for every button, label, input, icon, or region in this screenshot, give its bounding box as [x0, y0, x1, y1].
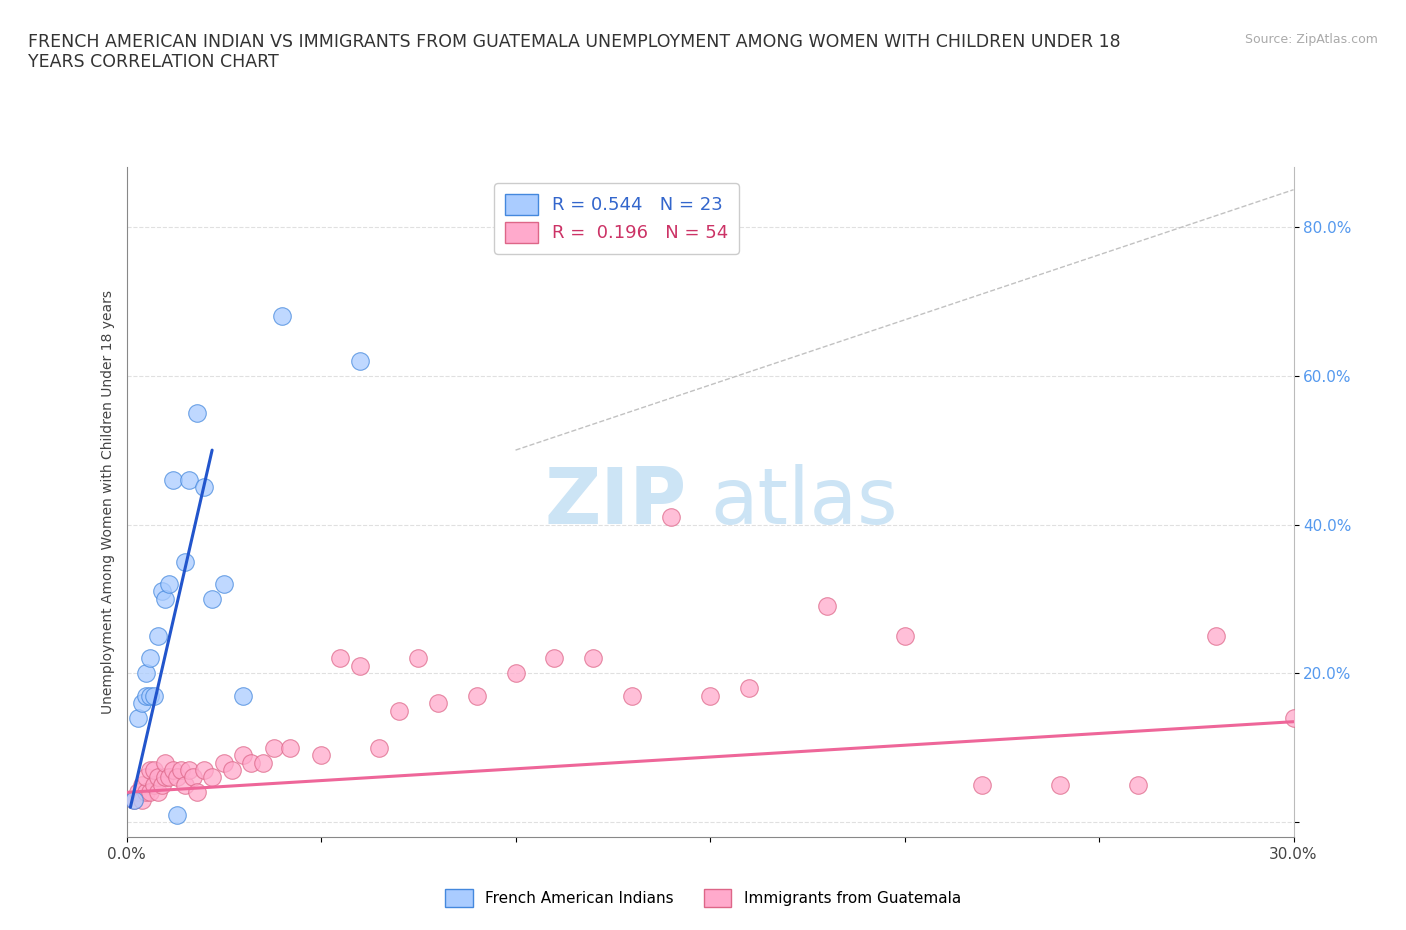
Point — [127, 785, 149, 800]
Point — [135, 688, 157, 703]
Point — [1049, 777, 1071, 792]
Point — [139, 688, 162, 703]
Point — [252, 755, 274, 770]
Point — [738, 681, 761, 696]
Point — [1282, 711, 1305, 725]
Point — [193, 763, 215, 777]
Point — [1126, 777, 1149, 792]
Legend: R = 0.544   N = 23, R =  0.196   N = 54: R = 0.544 N = 23, R = 0.196 N = 54 — [495, 183, 740, 254]
Point — [162, 472, 184, 487]
Point — [131, 696, 153, 711]
Point — [155, 770, 177, 785]
Point — [181, 770, 204, 785]
Point — [124, 792, 146, 807]
Point — [146, 629, 169, 644]
Point — [1205, 629, 1227, 644]
Point — [135, 666, 157, 681]
Point — [124, 792, 146, 807]
Point — [142, 763, 165, 777]
Text: Source: ZipAtlas.com: Source: ZipAtlas.com — [1244, 33, 1378, 46]
Point — [232, 688, 254, 703]
Point — [240, 755, 263, 770]
Point — [278, 740, 301, 755]
Point — [309, 748, 332, 763]
Point — [408, 651, 430, 666]
Point — [146, 785, 169, 800]
Point — [142, 688, 165, 703]
Text: ZIP: ZIP — [544, 464, 686, 540]
Point — [139, 785, 162, 800]
Point — [232, 748, 254, 763]
Point — [177, 472, 200, 487]
Point — [146, 770, 169, 785]
Point — [150, 584, 173, 599]
Point — [155, 755, 177, 770]
Point — [621, 688, 644, 703]
Point — [699, 688, 721, 703]
Point — [177, 763, 200, 777]
Point — [329, 651, 352, 666]
Point — [162, 763, 184, 777]
Y-axis label: Unemployment Among Women with Children Under 18 years: Unemployment Among Women with Children U… — [101, 290, 115, 714]
Point — [815, 599, 838, 614]
Point — [465, 688, 488, 703]
Point — [157, 770, 180, 785]
Point — [155, 591, 177, 606]
Point — [166, 807, 188, 822]
Point — [139, 651, 162, 666]
Point — [893, 629, 915, 644]
Point — [139, 763, 162, 777]
Text: FRENCH AMERICAN INDIAN VS IMMIGRANTS FROM GUATEMALA UNEMPLOYMENT AMONG WOMEN WIT: FRENCH AMERICAN INDIAN VS IMMIGRANTS FRO… — [28, 33, 1121, 72]
Point — [135, 770, 157, 785]
Text: atlas: atlas — [710, 464, 897, 540]
Point — [142, 777, 165, 792]
Point — [170, 763, 193, 777]
Point — [212, 577, 235, 591]
Point — [150, 777, 173, 792]
Point — [505, 666, 527, 681]
Point — [193, 480, 215, 495]
Point — [131, 792, 153, 807]
Point — [221, 763, 243, 777]
Point — [426, 696, 449, 711]
Point — [349, 353, 371, 368]
Point — [212, 755, 235, 770]
Point — [972, 777, 994, 792]
Point — [201, 770, 224, 785]
Point — [166, 770, 188, 785]
Point — [186, 405, 208, 420]
Point — [582, 651, 605, 666]
Point — [186, 785, 208, 800]
Point — [368, 740, 391, 755]
Point — [157, 577, 180, 591]
Legend: French American Indians, Immigrants from Guatemala: French American Indians, Immigrants from… — [439, 884, 967, 913]
Point — [543, 651, 565, 666]
Point — [388, 703, 411, 718]
Point — [201, 591, 224, 606]
Point — [127, 711, 149, 725]
Point — [271, 309, 294, 324]
Point — [349, 658, 371, 673]
Point — [131, 777, 153, 792]
Point — [174, 554, 197, 569]
Point — [174, 777, 197, 792]
Point — [135, 785, 157, 800]
Point — [659, 510, 682, 525]
Point — [263, 740, 285, 755]
